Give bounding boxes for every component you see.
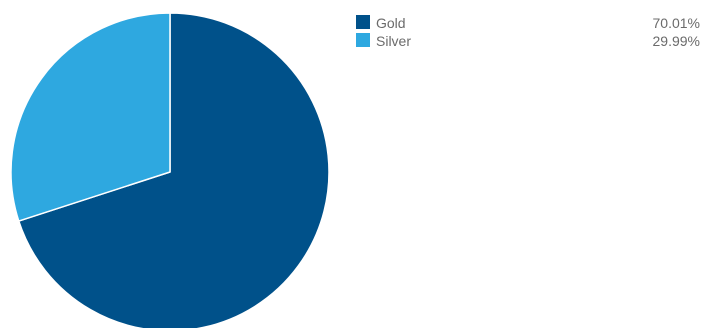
legend-value-gold: 70.01% xyxy=(652,15,700,31)
legend-item-gold[interactable]: Gold 70.01% xyxy=(356,14,702,32)
legend-swatch-silver xyxy=(356,33,370,47)
pie-slice-gold[interactable] xyxy=(18,12,330,328)
legend-swatch-gold xyxy=(356,15,370,29)
pie-slices xyxy=(10,12,330,328)
pie-slice-silver[interactable] xyxy=(10,12,171,222)
legend-item-silver[interactable]: Silver 29.99% xyxy=(356,32,702,50)
legend-value-silver: 29.99% xyxy=(652,33,700,49)
legend: Gold 70.01% Silver 29.99% xyxy=(356,14,702,50)
legend-label-gold: Gold xyxy=(376,15,406,31)
legend-label-silver: Silver xyxy=(376,33,412,49)
